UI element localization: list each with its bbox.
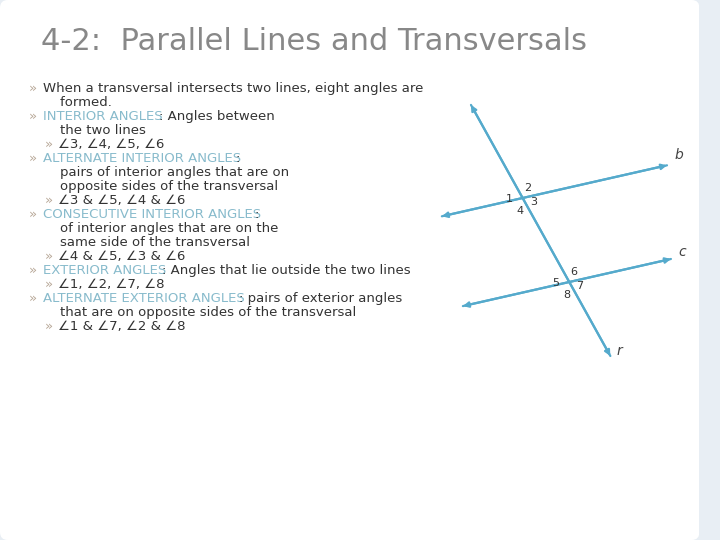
Text: »: »	[29, 110, 37, 123]
Text: 4: 4	[516, 206, 523, 216]
Text: »: »	[45, 138, 53, 151]
Text: formed.: formed.	[42, 96, 112, 109]
Text: same side of the transversal: same side of the transversal	[42, 236, 250, 249]
Text: r: r	[616, 345, 622, 359]
Text: 8: 8	[563, 290, 570, 300]
Text: : Angles between: : Angles between	[159, 110, 275, 123]
Text: b: b	[675, 148, 683, 161]
Text: c: c	[678, 245, 686, 259]
Text: ALTERNATE EXTERIOR ANGLES: ALTERNATE EXTERIOR ANGLES	[42, 292, 245, 305]
Text: ALTERNATE INTERIOR ANGLES: ALTERNATE INTERIOR ANGLES	[42, 152, 241, 165]
Text: ∠3 & ∠5, ∠4 & ∠6: ∠3 & ∠5, ∠4 & ∠6	[58, 194, 186, 207]
Text: pairs of interior angles that are on: pairs of interior angles that are on	[42, 166, 289, 179]
Text: :: :	[235, 152, 240, 165]
Text: »: »	[45, 194, 53, 207]
Text: »: »	[45, 278, 53, 291]
Text: 2: 2	[524, 183, 531, 193]
Text: that are on opposite sides of the transversal: that are on opposite sides of the transv…	[42, 306, 356, 319]
Text: »: »	[29, 82, 37, 95]
Text: ∠3, ∠4, ∠5, ∠6: ∠3, ∠4, ∠5, ∠6	[58, 138, 165, 151]
Text: opposite sides of the transversal: opposite sides of the transversal	[42, 180, 278, 193]
Text: : pairs of exterior angles: : pairs of exterior angles	[239, 292, 402, 305]
Text: »: »	[45, 320, 53, 333]
Text: : Angles that lie outside the two lines: : Angles that lie outside the two lines	[163, 264, 411, 277]
Text: 7: 7	[577, 281, 583, 291]
Text: ∠1, ∠2, ∠7, ∠8: ∠1, ∠2, ∠7, ∠8	[58, 278, 165, 291]
Text: 3: 3	[530, 197, 537, 207]
Text: »: »	[45, 250, 53, 263]
Text: INTERIOR ANGLES: INTERIOR ANGLES	[42, 110, 163, 123]
Text: EXTERIOR ANGLES: EXTERIOR ANGLES	[42, 264, 166, 277]
Text: 5: 5	[552, 278, 559, 288]
Text: 6: 6	[571, 267, 577, 277]
Text: 1: 1	[505, 194, 513, 204]
Text: »: »	[29, 152, 37, 165]
Text: »: »	[29, 264, 37, 277]
Text: the two lines: the two lines	[42, 124, 145, 137]
Text: of interior angles that are on the: of interior angles that are on the	[42, 222, 278, 235]
Text: 4-2:  Parallel Lines and Transversals: 4-2: Parallel Lines and Transversals	[41, 28, 587, 57]
Text: When a transversal intersects two lines, eight angles are: When a transversal intersects two lines,…	[42, 82, 423, 95]
FancyBboxPatch shape	[0, 0, 699, 540]
Text: CONSECUTIVE INTERIOR ANGLES: CONSECUTIVE INTERIOR ANGLES	[42, 208, 261, 221]
Text: »: »	[29, 208, 37, 221]
Text: ∠4 & ∠5, ∠3 & ∠6: ∠4 & ∠5, ∠3 & ∠6	[58, 250, 186, 263]
Text: »: »	[29, 292, 37, 305]
Text: :: :	[255, 208, 259, 221]
Text: ∠1 & ∠7, ∠2 & ∠8: ∠1 & ∠7, ∠2 & ∠8	[58, 320, 186, 333]
